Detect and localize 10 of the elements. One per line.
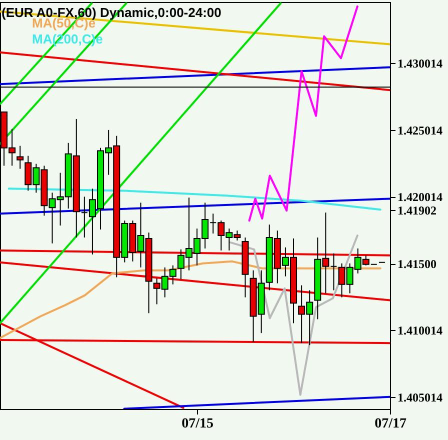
y-tick-label: 1.41500 xyxy=(398,257,436,272)
y-tick-label: 1.420014 xyxy=(398,190,442,204)
y-tick-label: 1.425014 xyxy=(398,123,442,138)
y-tick-label: 1.430014 xyxy=(398,56,442,71)
x-tick-label: 07/15 xyxy=(182,416,214,432)
y-tick-label: 1.405014 xyxy=(398,390,442,404)
y-tick-label: 1.41902 xyxy=(398,203,436,218)
candlestick xyxy=(16,145,24,170)
y-tick-label: 1.410014 xyxy=(398,324,442,338)
x-tick-label: 07/17 xyxy=(374,416,406,432)
